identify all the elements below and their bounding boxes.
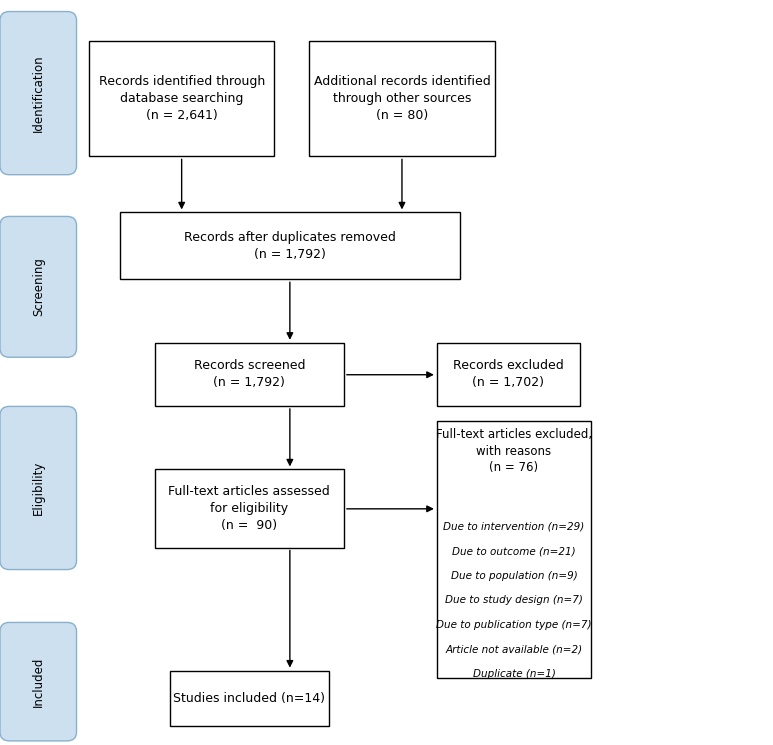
- Text: Screening: Screening: [32, 257, 45, 317]
- Text: Identification: Identification: [32, 54, 45, 132]
- Text: Included: Included: [32, 656, 45, 707]
- FancyBboxPatch shape: [437, 343, 580, 406]
- Text: Due to intervention (n=29): Due to intervention (n=29): [444, 522, 584, 531]
- Text: Records identified through
database searching
(n = 2,641): Records identified through database sear…: [98, 75, 265, 122]
- FancyBboxPatch shape: [0, 12, 77, 175]
- Text: Records screened
(n = 1,792): Records screened (n = 1,792): [193, 359, 305, 390]
- Text: Records after duplicates removed
(n = 1,792): Records after duplicates removed (n = 1,…: [184, 231, 396, 261]
- Text: Eligibility: Eligibility: [32, 461, 45, 515]
- FancyBboxPatch shape: [0, 407, 77, 570]
- Text: Duplicate (n=1): Duplicate (n=1): [472, 669, 556, 679]
- Text: Full-text articles excluded,
with reasons
(n = 76): Full-text articles excluded, with reason…: [436, 428, 592, 475]
- FancyBboxPatch shape: [120, 212, 460, 279]
- Text: Due to publication type (n=7): Due to publication type (n=7): [436, 620, 592, 630]
- FancyBboxPatch shape: [437, 421, 591, 678]
- Text: Due to study design (n=7): Due to study design (n=7): [445, 595, 583, 605]
- FancyBboxPatch shape: [0, 623, 77, 741]
- FancyBboxPatch shape: [155, 343, 344, 406]
- FancyBboxPatch shape: [89, 41, 274, 156]
- FancyBboxPatch shape: [0, 217, 77, 358]
- Text: Due to population (n=9): Due to population (n=9): [451, 571, 577, 580]
- Text: Article not available (n=2): Article not available (n=2): [445, 644, 583, 654]
- Text: Additional records identified
through other sources
(n = 80): Additional records identified through ot…: [314, 75, 490, 122]
- Text: Full-text articles assessed
for eligibility
(n =  90): Full-text articles assessed for eligibil…: [169, 485, 330, 532]
- Text: Due to outcome (n=21): Due to outcome (n=21): [452, 546, 576, 556]
- FancyBboxPatch shape: [155, 469, 344, 548]
- Text: Records excluded
(n = 1,702): Records excluded (n = 1,702): [453, 359, 564, 390]
- FancyBboxPatch shape: [309, 41, 495, 156]
- Text: Studies included (n=14): Studies included (n=14): [173, 692, 325, 705]
- FancyBboxPatch shape: [170, 670, 329, 726]
